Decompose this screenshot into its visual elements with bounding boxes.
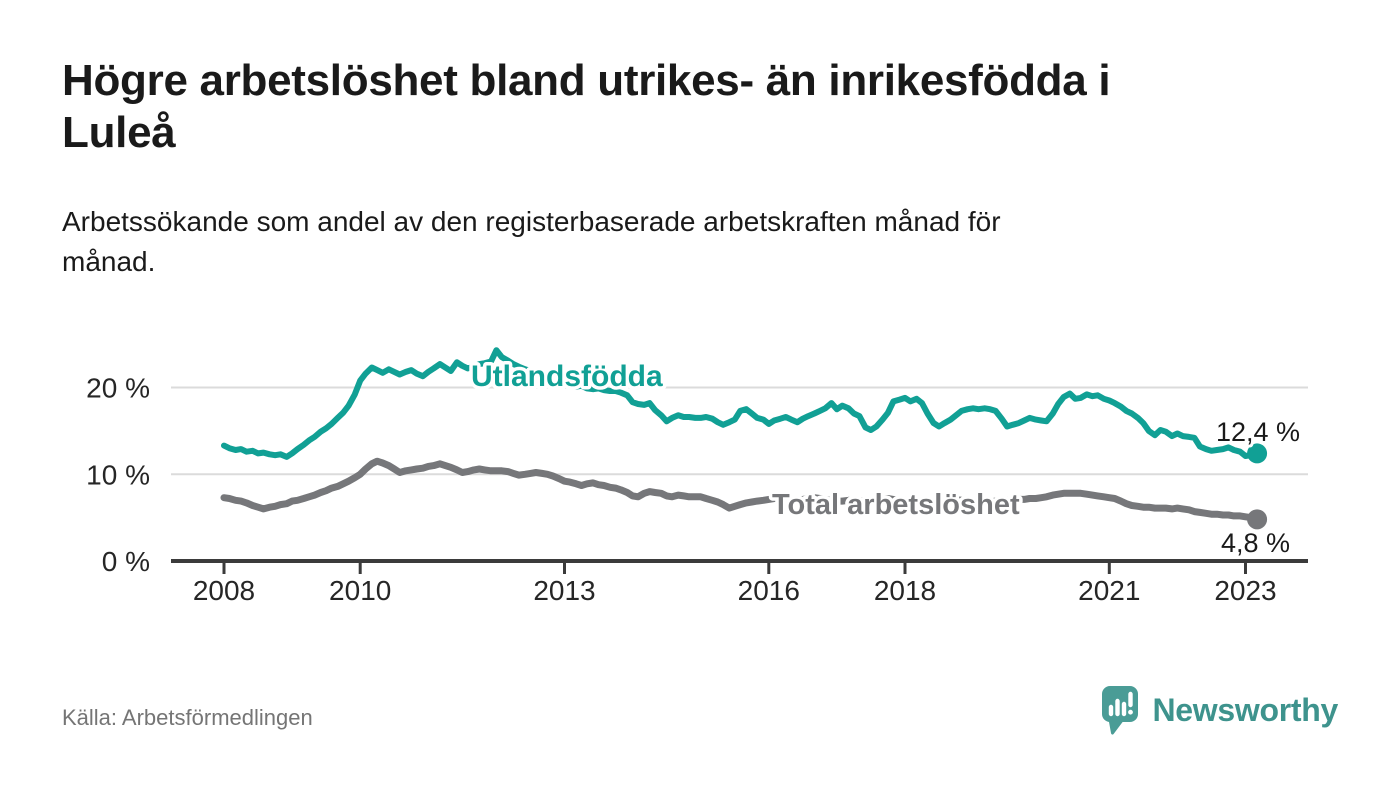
series-line-utlandsfodda: [221, 347, 1261, 460]
series-lines: [220, 347, 1268, 530]
newsworthy-logo-icon: [1101, 686, 1138, 735]
page-title: Högre arbetslöshet bland utrikes- än inr…: [62, 55, 1382, 159]
end-value-label-utlandsfodda: 12,4 %: [1216, 417, 1300, 447]
page-title-line-2: Luleå: [62, 107, 176, 157]
end-value-label-total: 4,8 %: [1221, 528, 1290, 558]
series-end-dot-total-arbetsloshet: [1247, 509, 1268, 530]
y-tick-label: 20 %: [86, 373, 150, 404]
y-axis-labels: 0 % 10 % 20 %: [86, 373, 150, 578]
brand-wordmark: Newsworthy: [1152, 691, 1339, 728]
x-axis: [171, 559, 1308, 574]
series-label-total-arbetsloshet: Total arbetslöshet: [772, 489, 1020, 521]
series-end-dot-utlandsfodda: [1247, 443, 1268, 464]
x-tick-label: 2010: [329, 575, 391, 606]
page-subtitle: Arbetssökande som andel av den registerb…: [62, 202, 1262, 282]
x-tick-label: 2016: [738, 575, 800, 606]
x-tick-label: 2023: [1214, 575, 1276, 606]
source-note: Källa: Arbetsförmedlingen: [62, 705, 313, 730]
x-tick-label: 2018: [874, 575, 936, 606]
series-label-utlandsfodda: Utlandsfödda: [471, 360, 663, 393]
y-tick-label: 10 %: [86, 459, 150, 490]
page-title-line-1: Högre arbetslöshet bland utrikes- än inr…: [62, 56, 1111, 105]
y-tick-label: 0 %: [102, 546, 150, 577]
page-subtitle-line-1: Arbetssökande som andel av den registerb…: [62, 206, 1001, 237]
brand-logo: Newsworthy: [1100, 684, 1339, 736]
page-subtitle-line-2: månad.: [62, 245, 156, 277]
series-line-total-arbetsloshet: [220, 457, 1261, 523]
x-tick-label: 2021: [1078, 575, 1140, 606]
x-axis-labels: 2008 2010 2013 2016 2018 2021 2023: [193, 575, 1277, 606]
x-tick-label: 2013: [533, 575, 595, 606]
logo-bar-chart-glyph: [1108, 691, 1133, 717]
x-tick-label: 2008: [193, 575, 255, 606]
gridlines: [171, 386, 1308, 476]
